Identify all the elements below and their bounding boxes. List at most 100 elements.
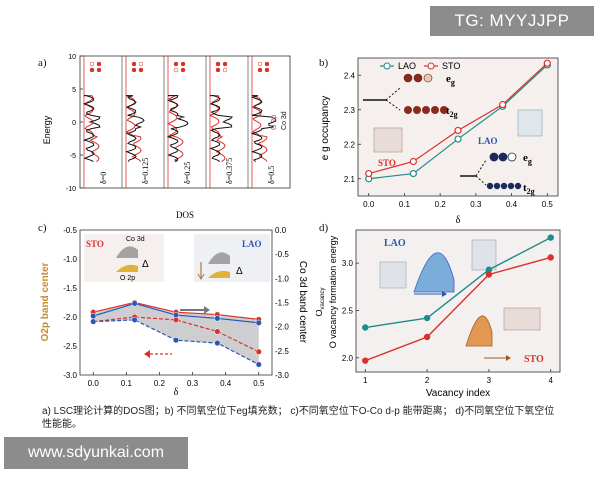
band-series-2 xyxy=(93,316,260,353)
dos-panel-label: δ=0.5 xyxy=(267,166,276,184)
sto-eg-electron xyxy=(423,73,433,83)
lao-eg-electron xyxy=(489,152,499,162)
dos-panel-label: δ=0.25 xyxy=(183,162,192,184)
lao-crystal-1 xyxy=(379,261,407,289)
vac-series-sto xyxy=(365,256,551,362)
dos-vacancy-atom xyxy=(96,61,102,67)
band-point-1 xyxy=(90,312,97,320)
lao-split-up xyxy=(475,159,487,177)
eg-ytick-label: 2.3 xyxy=(344,106,356,115)
eg-point-lao xyxy=(409,169,417,178)
band-ytick-label: -1.0 xyxy=(63,255,77,264)
band-frame xyxy=(79,229,273,376)
dos-chart: -10 -5 0 5 10 δ=0 δ=0.125 δ=0.25 δ=0.375 δ=0.5 E… xyxy=(42,54,291,220)
legend-o2p: O 2p xyxy=(271,115,278,130)
eg-ytick-label: 2.1 xyxy=(344,175,356,184)
vac-point-sto xyxy=(547,254,554,261)
axis-label-delta-b: δ xyxy=(456,215,461,226)
sto-t2g-electron xyxy=(440,106,448,114)
sto-t2g-electron xyxy=(413,106,421,114)
eg-xtick-label: 0.0 xyxy=(363,200,375,209)
lao-crystal xyxy=(517,109,543,137)
sto-eg-label: eg xyxy=(446,73,455,87)
panel-label-a: a) xyxy=(38,57,47,69)
lao-eg-electron xyxy=(498,152,508,162)
legend-sto-marker xyxy=(427,62,435,70)
sto-barrier xyxy=(465,315,493,347)
vac-point-lao xyxy=(362,324,369,331)
lao-label-c: LAO xyxy=(242,239,262,249)
dos-ytick-label: -10 xyxy=(66,186,76,193)
dos-co3d-curve xyxy=(166,95,189,163)
eg-point-sto xyxy=(499,100,507,109)
sto-label-c: STO xyxy=(86,239,104,249)
dos-co3d-curve xyxy=(82,95,101,163)
sto-crystal xyxy=(373,127,403,153)
dos-ytick-label: -5 xyxy=(70,153,76,160)
dos-vacancy-atom xyxy=(180,61,186,67)
dos-vacancy-atom xyxy=(222,61,228,67)
dos-panel-label: δ=0.125 xyxy=(141,158,150,184)
band-xtick-label: 0.3 xyxy=(187,379,199,388)
vac-point-lao xyxy=(423,314,431,322)
eg-occupancy-chart: 0.0 0.1 0.2 0.3 0.4 0.5 2.1 2.2 2.3 2.4 e g occup… xyxy=(320,57,559,226)
vac-point-sto xyxy=(362,357,369,364)
lao-delta-label: Δ xyxy=(236,266,243,277)
eg-xtick-label: 0.2 xyxy=(435,200,447,209)
vac-xtick-label: 1 xyxy=(363,376,368,385)
axis-label-vacancy-index: Vacancy index xyxy=(426,388,490,399)
eg-point-sto xyxy=(543,59,551,67)
eg-xtick-label: 0.4 xyxy=(506,200,518,209)
dos-vacancy-atom xyxy=(131,67,137,73)
vacancy-frame xyxy=(355,229,561,373)
lao-eg-electron xyxy=(507,152,517,162)
dos-vacancy-atom xyxy=(180,67,186,73)
axis-label-dos: DOS xyxy=(176,210,194,220)
o2p-shift-arrowhead xyxy=(144,350,150,358)
band-ytick2-label: 0.0 xyxy=(275,226,287,235)
vac-ytick-label: 3.0 xyxy=(342,259,354,268)
dos-panel-label: δ=0 xyxy=(99,172,108,184)
band-center-chart: 0.0 0.1 0.2 0.3 0.4 0.5 -3.0 -2.5 -2.0 -1.5 -1.0 -0… xyxy=(40,226,308,398)
sto-label-b: STO xyxy=(378,158,396,168)
sto-co3d-label: Co 3d xyxy=(126,236,145,243)
band-xtick-label: 0.2 xyxy=(154,379,166,388)
axis-label-formation: O vacancy formation energy xyxy=(328,235,338,348)
dos-vacancy-atom xyxy=(264,61,270,67)
band-point-2 xyxy=(214,328,221,335)
co3d-shift-arrowhead xyxy=(204,306,210,314)
sto-path-arrowhead xyxy=(506,355,511,361)
dos-vacancy-atom xyxy=(89,61,95,67)
lao-path-arrowhead xyxy=(442,291,447,297)
lao-label-d: LAO xyxy=(384,238,406,249)
dos-vacancy-atom xyxy=(89,67,95,73)
eg-point-sto xyxy=(454,126,462,135)
vac-point-sto xyxy=(485,271,493,278)
sto-label-d: STO xyxy=(524,354,544,365)
axis-label-delta-c: δ xyxy=(174,387,179,398)
sto-t2g-electron xyxy=(422,106,430,114)
dos-vacancy-atom xyxy=(96,67,102,73)
watermark-top: TG: MYYJJPP xyxy=(430,6,594,36)
dos-ytick-label: 5 xyxy=(72,87,76,94)
sto-o2p-label: O 2p xyxy=(120,275,135,282)
band-ytick-label: -3.0 xyxy=(63,371,77,380)
legend-sto: STO xyxy=(442,61,460,71)
band-ytick-label: -1.5 xyxy=(63,284,77,293)
legend-co3d: Co 3d xyxy=(281,111,288,130)
band-xtick-label: 0.1 xyxy=(121,379,133,388)
lao-t2g-electron xyxy=(500,182,508,190)
sto-eg-electron xyxy=(403,73,413,83)
lao-crystal-2 xyxy=(471,239,497,271)
lao-co3d-band xyxy=(208,252,230,264)
lao-barrier xyxy=(413,252,455,293)
dos-vacancy-atom xyxy=(257,67,263,73)
sto-t2g-electron xyxy=(431,106,439,114)
band-point-3 xyxy=(172,337,180,344)
sto-delta-label: Δ xyxy=(142,259,149,270)
dos-co3d-curve xyxy=(250,95,277,162)
eg-point-sto xyxy=(365,169,373,178)
band-ytick-label: -0.5 xyxy=(63,226,77,235)
dos-vacancy-atom xyxy=(222,67,228,73)
band-point-3 xyxy=(214,340,221,347)
